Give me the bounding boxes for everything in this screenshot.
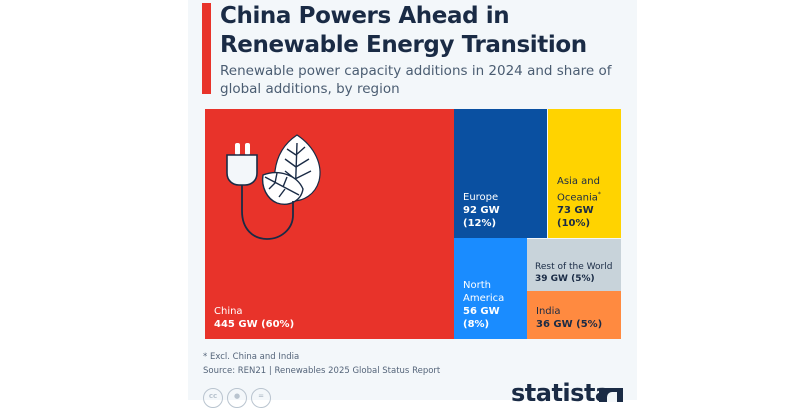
tile-na-name-1: North <box>463 280 491 291</box>
treemap: China 445 GW (60%) Europe 92 GW (12%) As… <box>205 109 621 339</box>
tile-europe-share: (12%) <box>463 218 497 229</box>
tile-india: India 36 GW (5%) <box>527 291 621 339</box>
tile-china-name: China <box>214 306 243 317</box>
statista-logo-text[interactable]: statista <box>511 379 611 407</box>
plug-leaf-icon <box>226 134 321 240</box>
tile-row-label: Rest of the World 39 GW (5%) <box>535 261 612 285</box>
tile-india-value: 36 GW (5%) <box>536 319 603 330</box>
tile-na-label: North America 56 GW (8%) <box>463 279 504 331</box>
title-accent-bar <box>202 3 211 94</box>
tile-india-name: India <box>536 306 561 317</box>
chart-title: China Powers Ahead in Renewable Energy T… <box>220 3 587 58</box>
tile-na-value: 56 GW <box>463 306 500 317</box>
tile-europe-name: Europe <box>463 192 499 203</box>
tile-europe-value: 92 GW <box>463 205 500 216</box>
tile-asia-oceania: Asia and Oceania* 73 GW (10%) <box>548 109 621 238</box>
tile-china: China 445 GW (60%) <box>205 109 454 339</box>
statista-logo-mark-icon <box>599 388 623 402</box>
cc-icon[interactable]: cc <box>203 388 223 408</box>
tile-europe-label: Europe 92 GW (12%) <box>463 191 500 230</box>
footnote-mark: * <box>597 190 601 198</box>
tile-india-label: India 36 GW (5%) <box>536 305 602 331</box>
tile-asia-name-2: Oceania* <box>557 188 601 204</box>
footnote: * Excl. China and India Source: REN21 | … <box>203 350 440 378</box>
tile-row-name: Rest of the World <box>535 262 613 272</box>
footnote-note: * Excl. China and India <box>203 352 300 362</box>
tile-asia-name-2-text: Oceania <box>557 192 598 203</box>
tile-asia-share: (10%) <box>557 218 591 229</box>
tile-rest-of-world: Rest of the World 39 GW (5%) <box>527 239 621 291</box>
tile-china-value: 445 GW (60%) <box>214 319 295 330</box>
tile-europe: Europe 92 GW (12%) <box>454 109 547 238</box>
attribution-icon[interactable]: ● <box>227 388 247 408</box>
chart-subtitle: Renewable power capacity additions in 20… <box>220 63 612 97</box>
tile-row-value: 39 GW (5%) <box>535 274 595 284</box>
no-derivatives-icon[interactable]: = <box>251 388 271 408</box>
license-icons: cc ● = <box>203 388 271 408</box>
tile-asia-value: 73 GW <box>557 205 594 216</box>
tile-asia-label: Asia and Oceania* 73 GW (10%) <box>557 175 601 230</box>
tile-na-name-2: America <box>463 293 505 304</box>
tile-north-america: North America 56 GW (8%) <box>454 238 527 339</box>
footnote-source: Source: REN21 | Renewables 2025 Global S… <box>203 366 441 376</box>
tile-na-share: (8%) <box>463 319 490 330</box>
tile-asia-name-1: Asia and <box>557 175 600 187</box>
tile-china-label: China 445 GW (60%) <box>214 305 294 331</box>
